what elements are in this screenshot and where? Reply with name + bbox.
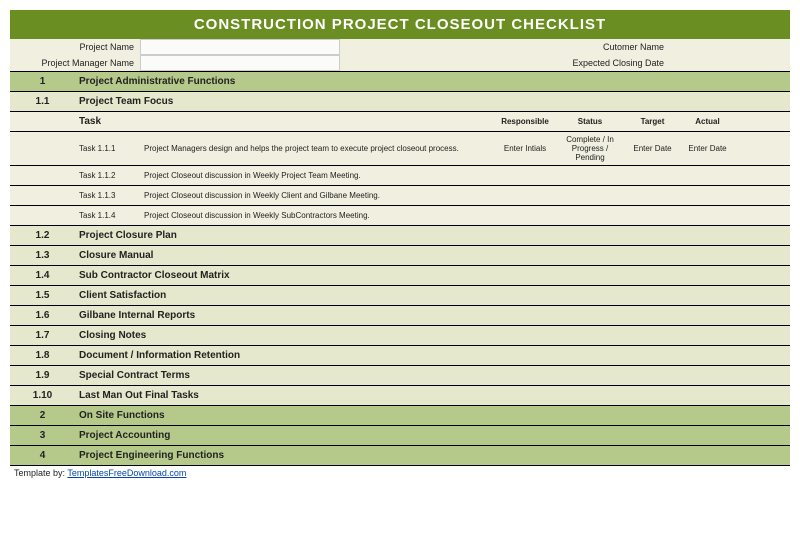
section-1-4: 1.4Sub Contractor Closeout Matrix [10, 265, 790, 285]
section-1-2: 1.2Project Closure Plan [10, 225, 790, 245]
section-num: 1.8 [10, 347, 75, 364]
footer: Template by: TemplatesFreeDownload.com [10, 465, 790, 480]
section-label: Gilbane Internal Reports [75, 307, 735, 324]
section-label: On Site Functions [75, 407, 735, 424]
section-3: 3Project Accounting [10, 425, 790, 445]
project-name-field[interactable] [140, 39, 340, 55]
section-label: Document / Information Retention [75, 347, 735, 364]
col-actual: Actual [680, 114, 735, 129]
section-num: 1.1 [10, 93, 75, 110]
task-row: Task 1.1.1 Project Managers design and h… [10, 131, 790, 165]
section-label: Sub Contractor Closeout Matrix [75, 267, 735, 284]
expected-closing-label: Expected Closing Date [530, 55, 670, 71]
section-1-1: 1.1 Project Team Focus [10, 91, 790, 111]
task-num: Task 1.1.1 [75, 141, 140, 156]
section-1-7: 1.7Closing Notes [10, 325, 790, 345]
task-actual[interactable]: Enter Date [680, 141, 735, 156]
col-target: Target [625, 114, 680, 129]
project-name-label: Project Name [10, 39, 140, 55]
col-task: Task [75, 113, 140, 130]
task-responsible[interactable]: Enter Intials [495, 141, 555, 156]
section-num: 4 [10, 447, 75, 464]
section-num: 1.10 [10, 387, 75, 404]
task-desc: Project Closeout discussion in Weekly Pr… [140, 168, 495, 183]
customer-name-label: Cutomer Name [530, 39, 670, 55]
column-headers: Task Responsible Status Target Actual [10, 111, 790, 131]
section-num: 1.2 [10, 227, 75, 244]
section-num: 1.7 [10, 327, 75, 344]
col-responsible: Responsible [495, 114, 555, 129]
section-label: Client Satisfaction [75, 287, 735, 304]
task-row: Task 1.1.3Project Closeout discussion in… [10, 185, 790, 205]
section-num: 1.9 [10, 367, 75, 384]
project-manager-field[interactable] [140, 55, 340, 71]
section-label: Project Administrative Functions [75, 73, 735, 90]
section-1-8: 1.8Document / Information Retention [10, 345, 790, 365]
col-status: Status [555, 114, 625, 129]
task-row: Task 1.1.4Project Closeout discussion in… [10, 205, 790, 225]
section-1: 1 Project Administrative Functions [10, 71, 790, 91]
section-1-3: 1.3Closure Manual [10, 245, 790, 265]
section-num: 2 [10, 407, 75, 424]
section-label: Project Closure Plan [75, 227, 735, 244]
task-desc: Project Closeout discussion in Weekly Cl… [140, 188, 495, 203]
footer-prefix: Template by: [14, 468, 67, 478]
section-4: 4Project Engineering Functions [10, 445, 790, 465]
project-manager-label: Project Manager Name [10, 55, 140, 71]
task-row: Task 1.1.2Project Closeout discussion in… [10, 165, 790, 185]
section-label: Closing Notes [75, 327, 735, 344]
task-num: Task 1.1.4 [75, 208, 140, 223]
section-label: Project Accounting [75, 427, 735, 444]
task-desc: Project Managers design and helps the pr… [140, 141, 495, 156]
section-label: Special Contract Terms [75, 367, 735, 384]
checklist-sheet: CONSTRUCTION PROJECT CLOSEOUT CHECKLIST … [10, 10, 790, 480]
section-num: 1.6 [10, 307, 75, 324]
section-1-5: 1.5Client Satisfaction [10, 285, 790, 305]
task-status[interactable]: Complete / In Progress / Pending [555, 132, 625, 165]
section-num: 1.5 [10, 287, 75, 304]
section-num: 1.3 [10, 247, 75, 264]
meta-row-1: Project Name Cutomer Name [10, 39, 790, 55]
task-num: Task 1.1.2 [75, 168, 140, 183]
footer-link[interactable]: TemplatesFreeDownload.com [67, 468, 186, 478]
section-1-6: 1.6Gilbane Internal Reports [10, 305, 790, 325]
title-bar: CONSTRUCTION PROJECT CLOSEOUT CHECKLIST [10, 10, 790, 39]
section-label: Project Team Focus [75, 93, 735, 110]
section-num: 1 [10, 73, 75, 90]
section-num: 3 [10, 427, 75, 444]
meta-row-2: Project Manager Name Expected Closing Da… [10, 55, 790, 71]
task-target[interactable]: Enter Date [625, 141, 680, 156]
task-desc: Project Closeout discussion in Weekly Su… [140, 208, 495, 223]
section-1-10: 1.10Last Man Out Final Tasks [10, 385, 790, 405]
section-label: Last Man Out Final Tasks [75, 387, 735, 404]
section-1-9: 1.9Special Contract Terms [10, 365, 790, 385]
section-label: Project Engineering Functions [75, 447, 735, 464]
task-num: Task 1.1.3 [75, 188, 140, 203]
section-num: 1.4 [10, 267, 75, 284]
section-label: Closure Manual [75, 247, 735, 264]
section-2: 2On Site Functions [10, 405, 790, 425]
